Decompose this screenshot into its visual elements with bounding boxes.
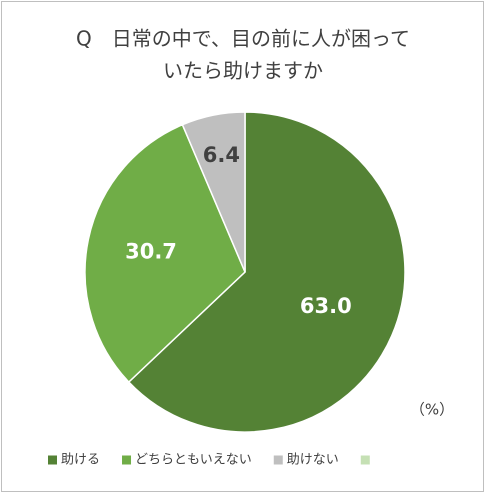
legend-swatch <box>360 455 370 465</box>
unit-label: （%） <box>410 401 454 419</box>
data-label: 63.0 <box>300 294 352 318</box>
legend-label: 助けない <box>287 453 339 468</box>
pie-slice <box>84 123 246 384</box>
legend-label: 助ける <box>61 453 100 468</box>
chart-title: いたら助けますか <box>163 59 323 83</box>
legend-label: どちらともいえない <box>135 453 252 468</box>
chart-title: Q 日常の中で、目の前に人が困って <box>76 27 410 51</box>
pie-slice <box>127 111 406 433</box>
data-label: 6.4 <box>203 143 240 167</box>
legend-swatch <box>122 455 132 465</box>
legend-swatch <box>48 455 57 465</box>
legend-swatch <box>273 455 283 465</box>
data-label: 30.7 <box>125 239 177 263</box>
pie-slice <box>181 111 246 273</box>
